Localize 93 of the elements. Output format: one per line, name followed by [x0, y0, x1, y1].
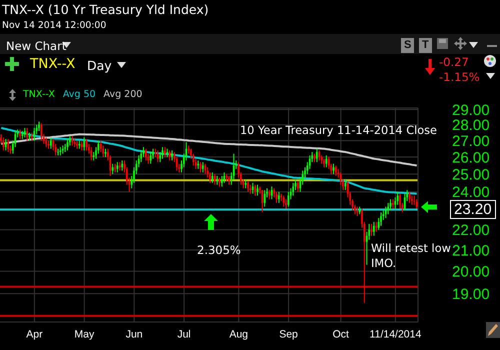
x-tick-label: May: [74, 328, 95, 340]
y-tick-label: 22.00: [452, 222, 490, 240]
y-tick-label: 25.00: [452, 166, 490, 184]
y-tick-label: 20.00: [452, 264, 490, 281]
text: TNX--X: [23, 89, 55, 100]
candlestick: [334, 164, 337, 176]
candlestick: [171, 150, 173, 161]
candlestick: [202, 162, 204, 173]
candlestick: [370, 223, 372, 236]
candlestick: [296, 180, 299, 192]
candlestick: [249, 184, 252, 194]
x-tick-label: Jun: [126, 328, 143, 340]
candlestick: [86, 138, 88, 151]
y-tick-label: 27.00: [452, 132, 490, 150]
text: -0.27: [439, 55, 469, 70]
text: T: [419, 38, 432, 53]
text: New Chart: [6, 39, 66, 54]
candlestick: [399, 193, 401, 210]
y-tick-label: 29.00: [452, 102, 490, 119]
candlestick: [287, 191, 290, 208]
text: Day: [87, 58, 112, 73]
y-tick-label: 28.00: [452, 117, 490, 134]
text: -1.15%: [439, 70, 480, 85]
annotation: 10 Year Treasury 11-14-2014 Close: [240, 123, 437, 138]
annotation: 2.305%: [197, 243, 241, 258]
text: S: [401, 38, 414, 53]
candlestick: [38, 121, 40, 132]
x-tick-label: Jul: [177, 328, 191, 340]
candlestick: [268, 190, 270, 200]
candlestick: [2, 136, 4, 151]
text: Avg 50: [62, 89, 96, 100]
text: 23.20: [450, 200, 496, 219]
chart-title: TNX--X (10 Yr Treasury Yld Index): [2, 2, 209, 17]
annotation: Will retest low IMO.: [371, 241, 451, 271]
candlestick: [285, 198, 287, 210]
candlestick: [121, 160, 124, 172]
chart-subtitle: Nov 14 2014 12:00:00: [2, 20, 106, 31]
candlestick: [54, 143, 57, 156]
candlestick: [276, 191, 278, 204]
text: Avg 200: [104, 89, 142, 100]
candlestick: [254, 184, 256, 196]
candlestick: [211, 172, 214, 184]
candlestick: [372, 221, 375, 236]
candlestick: [142, 146, 144, 158]
candlestick: [45, 136, 48, 148]
candlestick: [168, 150, 171, 161]
candlestick: [256, 184, 258, 196]
candlestick: [150, 152, 152, 164]
candlestick: [410, 195, 413, 206]
text: TNX--X: [30, 56, 76, 72]
candlestick: [116, 162, 118, 173]
candlestick: [83, 136, 86, 151]
candlestick: [144, 148, 147, 161]
candlestick: [325, 154, 328, 168]
candlestick: [220, 175, 223, 187]
candlestick: [26, 127, 28, 142]
candlestick: [390, 198, 392, 211]
candlestick: [19, 128, 21, 140]
candlestick: [200, 162, 202, 173]
candlestick: [164, 146, 166, 158]
x-tick-label: 11/14/2014: [370, 328, 422, 340]
y-tick-label: 19.00: [452, 286, 490, 303]
candlestick: [162, 146, 164, 160]
candlestick: [332, 163, 334, 175]
candlestick: [247, 180, 249, 192]
candlestick: [278, 191, 280, 204]
candlestick: [380, 212, 382, 226]
y-tick-label: 21.00: [452, 242, 490, 260]
candlestick: [396, 191, 399, 206]
candlestick: [112, 163, 114, 175]
candlestick: [102, 144, 104, 158]
candlestick: [7, 138, 10, 153]
candlestick: [282, 195, 285, 208]
candlestick: [416, 198, 418, 210]
candlestick: [387, 202, 390, 215]
candlestick: [316, 148, 318, 163]
candlestick: [140, 150, 142, 163]
x-tick-label: Oct: [332, 328, 350, 340]
candlestick: [264, 190, 266, 208]
x-tick-label: Aug: [229, 328, 248, 340]
candlestick: [50, 136, 52, 150]
x-tick-label: Sep: [279, 328, 298, 340]
candlestick: [392, 198, 394, 210]
candlestick: [66, 138, 68, 151]
candlestick: [408, 191, 410, 204]
candlestick: [97, 140, 100, 154]
x-tick-label: Apr: [26, 328, 44, 340]
candlestick: [40, 122, 42, 142]
y-tick-label: 24.00: [452, 184, 490, 202]
candlestick: [344, 178, 346, 191]
candlestick: [57, 148, 59, 156]
candlestick: [292, 182, 294, 196]
y-tick-label: 26.00: [452, 149, 490, 166]
